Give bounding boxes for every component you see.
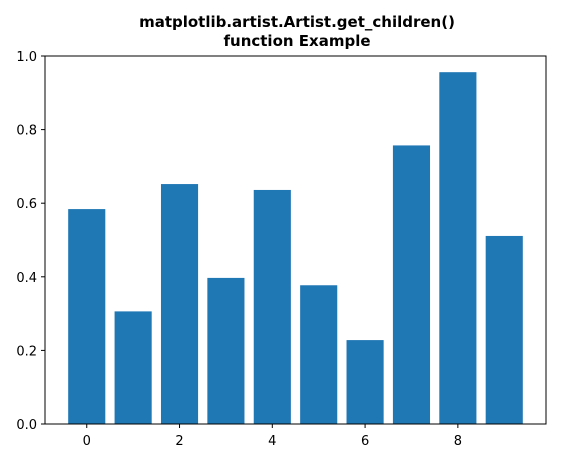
y-tick-label: 0.4 bbox=[16, 271, 37, 286]
bar-9 bbox=[485, 235, 523, 424]
bar-2 bbox=[160, 184, 199, 424]
x-axis: 0 2 4 6 8 bbox=[83, 424, 462, 449]
bar-6 bbox=[346, 340, 384, 424]
y-tick-label: 0.8 bbox=[16, 124, 37, 139]
bar-8 bbox=[439, 72, 477, 424]
y-axis: 0.0 0.2 0.4 0.6 0.8 1.0 bbox=[16, 50, 45, 433]
y-tick-label: 1.0 bbox=[16, 50, 37, 65]
x-tick-label: 2 bbox=[175, 434, 183, 449]
chart-title: matplotlib.artist.Artist.get_children() … bbox=[139, 13, 455, 50]
x-tick-label: 6 bbox=[361, 434, 369, 449]
y-tick-label: 0.6 bbox=[16, 197, 37, 212]
plot-frame bbox=[44, 55, 547, 425]
bar-7 bbox=[392, 145, 431, 425]
bar-3 bbox=[207, 277, 245, 424]
bar-5 bbox=[300, 285, 338, 424]
bars-group bbox=[68, 72, 523, 425]
x-tick-label: 4 bbox=[268, 434, 276, 449]
chart-title-line-1: matplotlib.artist.Artist.get_children() bbox=[139, 13, 455, 31]
x-tick-label: 0 bbox=[83, 434, 91, 449]
bar-4 bbox=[253, 189, 291, 424]
x-tick-label: 8 bbox=[454, 434, 462, 449]
y-tick-label: 0.0 bbox=[16, 418, 37, 433]
bar-0 bbox=[68, 209, 106, 424]
bar-1 bbox=[114, 311, 152, 424]
chart-title-line-2: function Example bbox=[223, 32, 370, 50]
y-tick-label: 0.2 bbox=[16, 344, 37, 359]
